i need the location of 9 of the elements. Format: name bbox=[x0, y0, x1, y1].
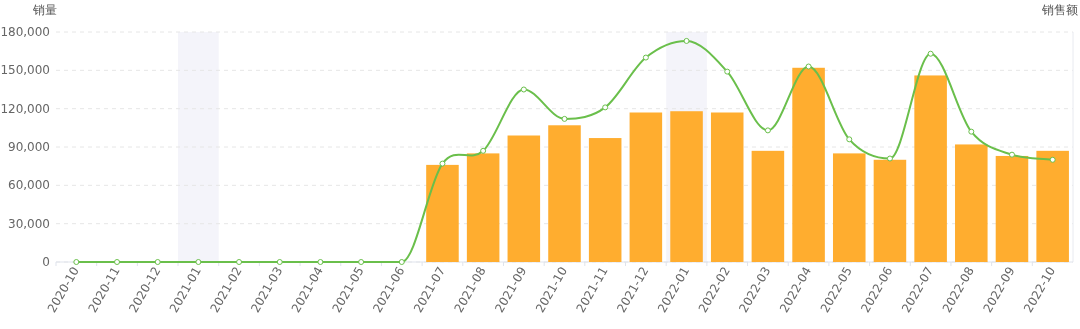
y2-axis-title: 销售额 bbox=[1041, 3, 1078, 17]
y-tick-label: 0 bbox=[42, 255, 50, 269]
y-tick-label: 150,000 bbox=[0, 63, 50, 78]
y-tick-label: 90,000 bbox=[8, 140, 50, 154]
y-tick-label: 180,000 bbox=[0, 25, 50, 39]
y-tick-label: 30,000 bbox=[8, 216, 50, 231]
y-tick-label: 60,000 bbox=[8, 178, 50, 193]
y-tick-label: 120,000 bbox=[0, 101, 50, 116]
y-axis-title: 销量 bbox=[32, 3, 57, 17]
